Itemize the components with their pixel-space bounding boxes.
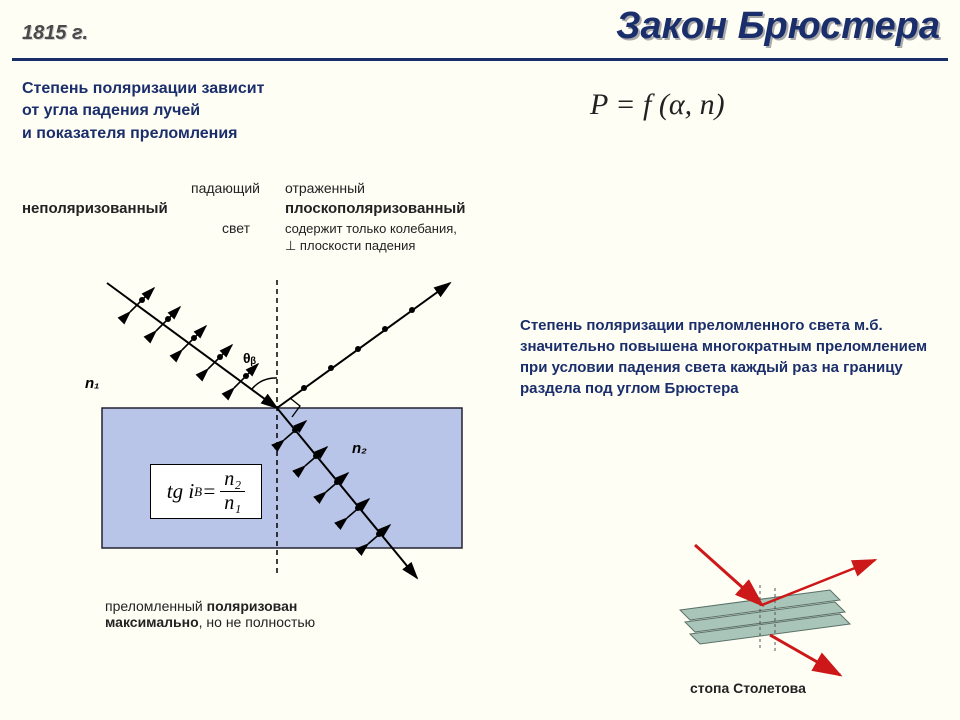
- tg-numerator: n₂: [220, 468, 245, 492]
- incident-label-light: свет: [222, 220, 250, 236]
- year-label: 1815 г.: [22, 22, 88, 45]
- intro-text: Степень поляризации зависит от угла паде…: [22, 78, 264, 145]
- intro-line-2: от угла падения лучей: [22, 102, 200, 119]
- page-title: Закон Брюстера: [616, 5, 940, 48]
- title-divider: [12, 58, 948, 61]
- refracted-label: преломленный поляризован максимально, но…: [105, 598, 315, 630]
- incident-label-top: падающий: [140, 180, 260, 196]
- refracted-line2b: , но не полностью: [199, 614, 316, 630]
- reflected-label-top: отраженный: [285, 180, 365, 196]
- incident-label-bold: неполяризованный: [22, 200, 168, 217]
- side-paragraph: Степень поляризации преломленного света …: [520, 315, 930, 399]
- refracted-line1a: преломленный: [105, 598, 207, 614]
- brewster-formula: tg iB = n₂ n₁: [150, 464, 262, 519]
- brewster-diagram: [72, 268, 482, 586]
- stoletov-diagram: [640, 540, 900, 680]
- formula-polarization: P = f (α, n): [590, 88, 725, 122]
- tg-fraction: n₂ n₁: [220, 468, 245, 515]
- tg-left: tg i: [167, 479, 194, 504]
- n2-label: n₂: [352, 440, 367, 457]
- tg-sub: B: [194, 484, 202, 500]
- tg-denominator: n₁: [220, 492, 245, 515]
- theta-label: θᵦ: [243, 350, 256, 366]
- stoletov-label: стопа Столетова: [690, 680, 806, 696]
- refracted-line1b: поляризован: [207, 598, 298, 614]
- intro-line-1: Степень поляризации зависит: [22, 80, 264, 97]
- n1-label: n₁: [85, 375, 99, 392]
- reflected-label-desc: содержит только колебания, ⊥ плоскости п…: [285, 221, 457, 255]
- tg-eq: =: [202, 479, 216, 504]
- refracted-line2a: максимально: [105, 614, 199, 630]
- intro-line-3: и показателя преломления: [22, 125, 238, 142]
- reflected-label-bold: плоскополяризованный: [285, 200, 465, 217]
